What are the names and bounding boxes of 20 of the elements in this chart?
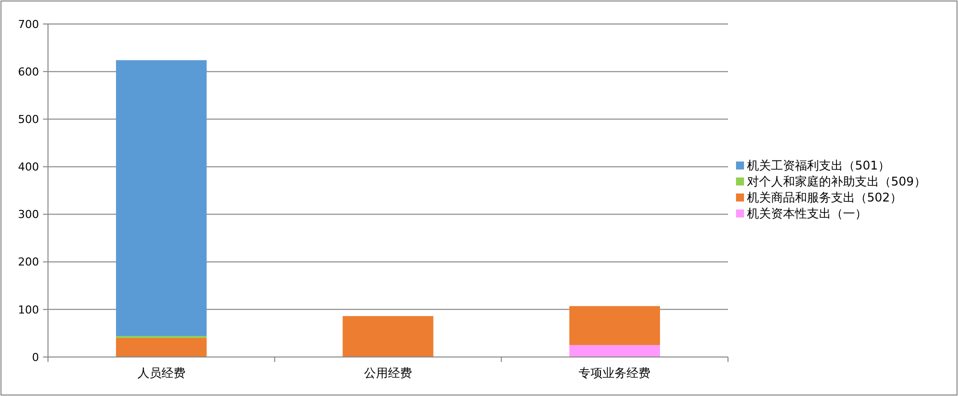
y-tick-label: 600 — [18, 65, 39, 78]
bar — [116, 60, 207, 336]
y-tick-label: 0 — [32, 350, 39, 364]
bar — [116, 338, 207, 357]
x-tick-label: 人员经费 — [137, 366, 186, 380]
y-tick-label: 700 — [18, 18, 39, 31]
legend-label: 机关商品和服务支出（502） — [747, 190, 902, 205]
y-tick-label: 100 — [18, 303, 39, 316]
legend-label: 机关工资福利支出（501） — [747, 158, 890, 173]
x-tick-label: 公用经费 — [364, 366, 412, 380]
bar — [342, 316, 434, 357]
y-tick-label: 200 — [18, 256, 39, 269]
legend-label: 对个人和家庭的补助支出（509） — [747, 174, 926, 189]
y-tick-label: 300 — [18, 208, 39, 222]
bar — [569, 345, 660, 357]
y-tick-label: 400 — [18, 160, 39, 174]
legend-label: 机关资本性支出（一） — [747, 206, 867, 221]
y-tick-label: 500 — [18, 112, 39, 126]
x-tick-label: 专项业务经费 — [578, 366, 651, 380]
bar — [569, 306, 660, 346]
